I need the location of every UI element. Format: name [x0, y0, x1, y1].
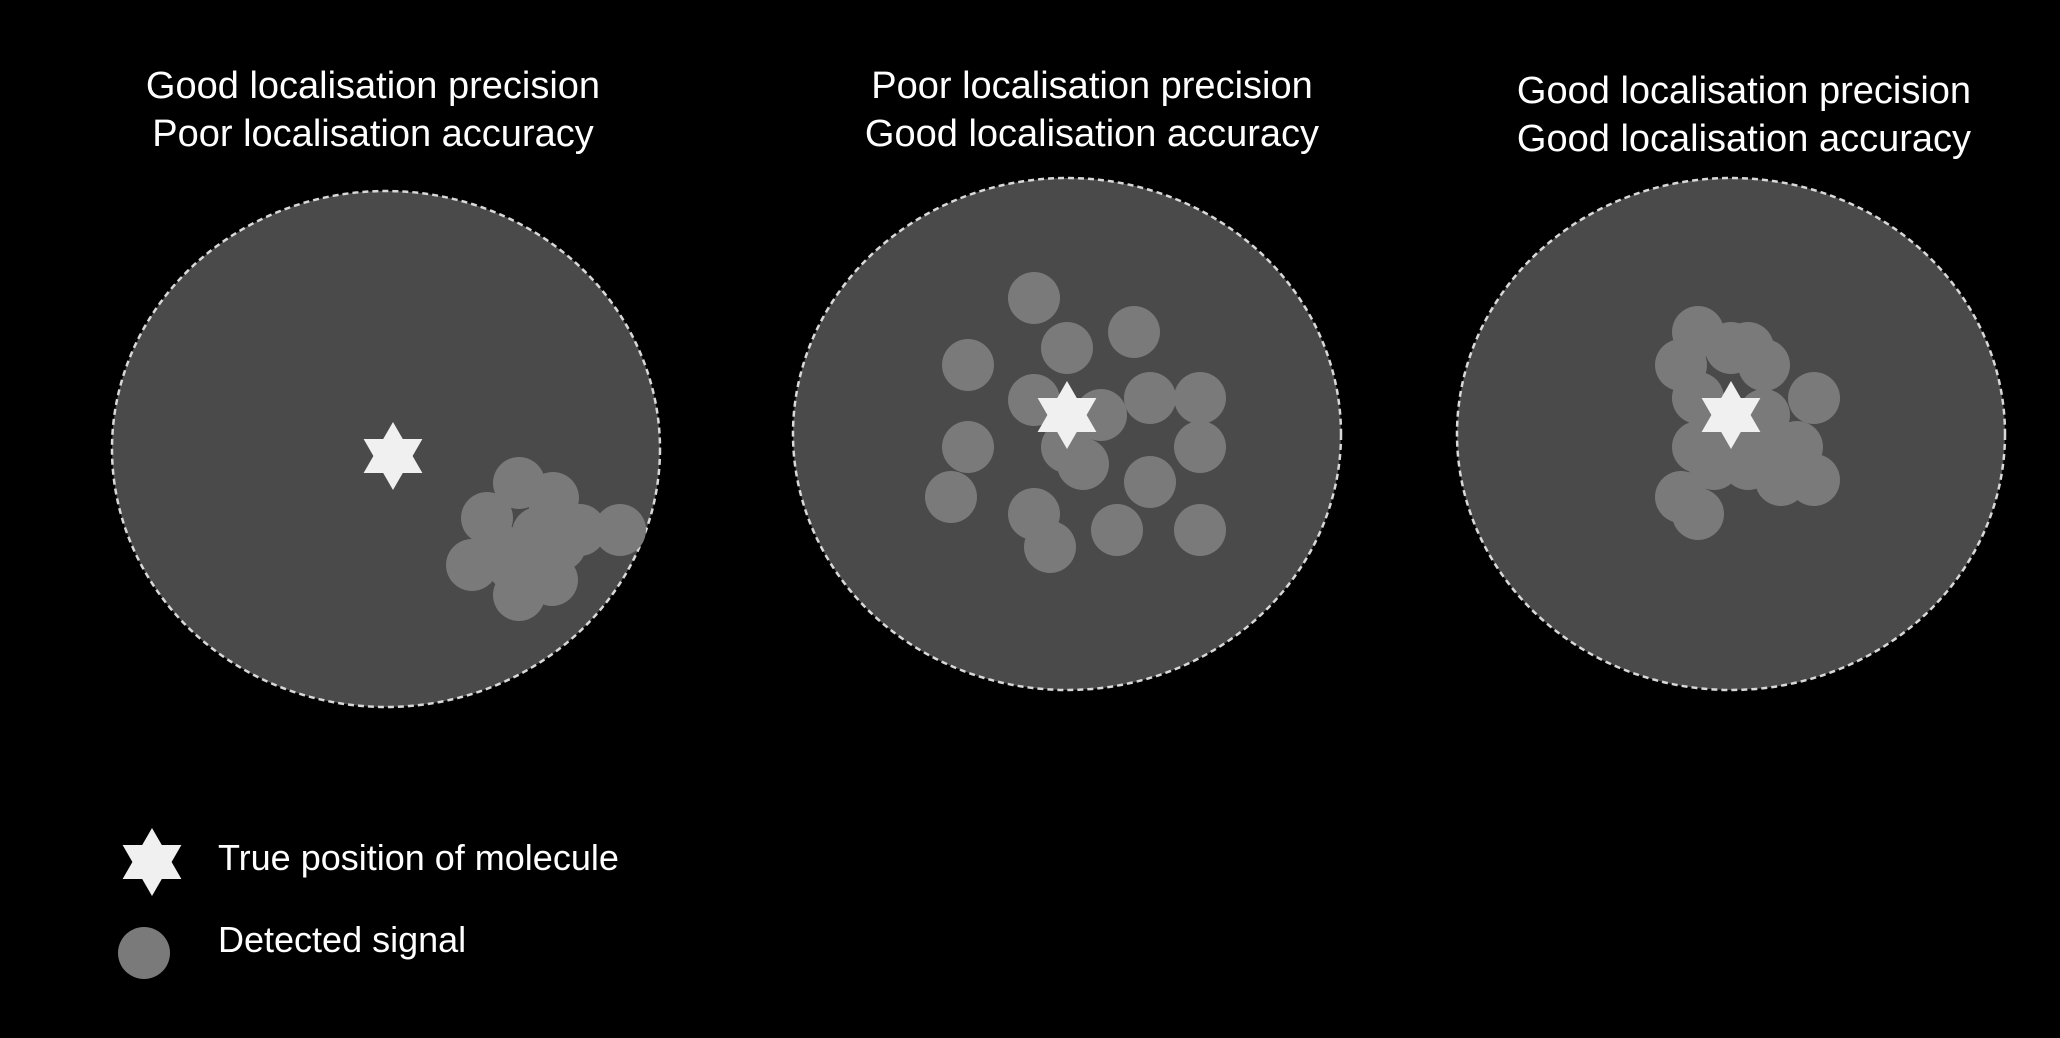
detected-signal-dot [1174, 504, 1226, 556]
legend: True position of molecule Detected signa… [118, 828, 619, 979]
detected-signal-dot [1788, 454, 1840, 506]
detected-signal-dot [1124, 372, 1176, 424]
panel-3-title-line-1: Good localisation precision [1517, 70, 1971, 112]
detected-signal-dot [1174, 421, 1226, 473]
panel-good-precision-good-accuracy: Good localisation precision Good localis… [1455, 70, 2007, 692]
panel-good-precision-poor-accuracy: Good localisation precision Poor localis… [110, 65, 662, 709]
detected-signal-dot [1108, 306, 1160, 358]
detected-signal-dot [1738, 339, 1790, 391]
panel-poor-precision-good-accuracy: Poor localisation precision Good localis… [791, 65, 1343, 692]
panel-1-title-line-1: Good localisation precision [146, 65, 600, 107]
legend-star-icon [122, 828, 182, 896]
detected-signal-dot [1008, 272, 1060, 324]
panel-2-detected-signals [925, 272, 1226, 573]
detected-signal-dot [1124, 456, 1176, 508]
panel-2-title-line-2: Good localisation accuracy [865, 113, 1319, 155]
detected-signal-dot [1174, 372, 1226, 424]
panel-1-title-line-2: Poor localisation accuracy [152, 113, 593, 155]
detected-signal-dot [1091, 504, 1143, 556]
legend-signal-icon [118, 927, 170, 979]
panel-3-title-line-2: Good localisation accuracy [1517, 118, 1971, 160]
panel-1-true-position-star [363, 422, 423, 490]
detected-signal-dot [493, 569, 545, 621]
detected-signal-dot [925, 471, 977, 523]
detected-signal-dot [1672, 488, 1724, 540]
panel-3-true-position-star [1701, 381, 1761, 449]
detected-signal-dot [942, 339, 994, 391]
detected-signal-dot [594, 504, 646, 556]
detected-signal-dot [1788, 372, 1840, 424]
legend-detected-signal-label: Detected signal [218, 919, 466, 960]
detected-signal-dot [1041, 322, 1093, 374]
detected-signal-dot [1024, 521, 1076, 573]
detected-signal-dot [1057, 438, 1109, 490]
panel-3-detected-signals [1655, 306, 1840, 540]
detected-signal-dot [474, 524, 526, 576]
detected-signal-dot [534, 519, 586, 571]
panel-1-detected-signals [446, 457, 646, 621]
panel-2-title-line-1: Poor localisation precision [871, 65, 1312, 107]
detected-signal-dot [942, 421, 994, 473]
panel-2-true-position-star [1037, 381, 1097, 449]
legend-true-position-label: True position of molecule [218, 837, 619, 878]
